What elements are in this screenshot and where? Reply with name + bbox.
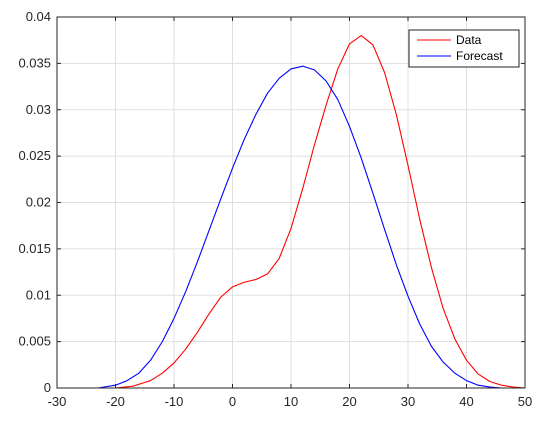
legend-label-forecast: Forecast bbox=[456, 49, 503, 63]
axes bbox=[56, 16, 526, 389]
x-tick-label: 10 bbox=[284, 394, 298, 409]
y-tick-label: 0 bbox=[44, 380, 51, 395]
y-tick-label: 0.035 bbox=[18, 55, 51, 70]
x-tick-label: -30 bbox=[48, 394, 67, 409]
x-tick-label: 30 bbox=[401, 394, 415, 409]
y-tick-label: 0.02 bbox=[26, 195, 51, 210]
y-tick-label: 0.01 bbox=[26, 287, 51, 302]
y-tick-labels: 0 0.005 0.01 0.015 0.02 0.025 0.03 0.035 0.04 bbox=[18, 9, 51, 395]
legend-entries: Data Forecast bbox=[417, 33, 503, 63]
y-tick-label: 0.005 bbox=[18, 334, 51, 349]
y-tick-label: 0.03 bbox=[26, 102, 51, 117]
series-layer bbox=[97, 35, 526, 389]
x-tick-label: -20 bbox=[106, 394, 125, 409]
y-tick-label: 0.015 bbox=[18, 241, 51, 256]
x-tick-label: -10 bbox=[165, 394, 184, 409]
x-tick-label: 0 bbox=[229, 394, 236, 409]
y-tick-label: 0.04 bbox=[26, 9, 51, 24]
legend-label-data: Data bbox=[456, 33, 482, 47]
y-tick-label: 0.025 bbox=[18, 148, 51, 163]
x-tick-label: 20 bbox=[342, 394, 356, 409]
x-tick-label: 40 bbox=[459, 394, 473, 409]
x-tick-labels: -30 -20 -10 0 10 20 30 40 50 bbox=[48, 394, 533, 409]
series-line-forecast bbox=[97, 65, 502, 389]
series-line-data bbox=[115, 35, 526, 389]
legend: Data Forecast bbox=[408, 29, 520, 68]
legend-box bbox=[408, 29, 520, 68]
x-tick-label: 50 bbox=[518, 394, 532, 409]
